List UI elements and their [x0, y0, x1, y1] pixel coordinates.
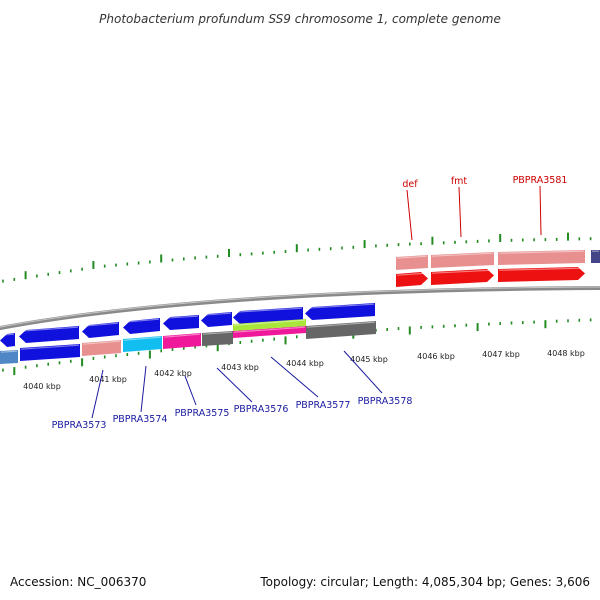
feature-shine: [306, 321, 376, 328]
gene-label-leader: [184, 375, 197, 406]
gene-label-leader: [216, 367, 253, 403]
feature-shine: [431, 252, 494, 257]
feature-shine: [396, 255, 428, 259]
kbp-label: 4040 kbp: [23, 382, 61, 391]
feature-steel-block: [0, 350, 18, 364]
gene-label-leader: [539, 185, 542, 236]
feature-shine: [498, 267, 585, 271]
kbp-label: 4042 kbp: [154, 369, 192, 378]
feature-def-upper: [396, 255, 428, 270]
feature-pbpra3575-block: [163, 333, 201, 349]
feature-blue-arrow-a: [0, 333, 15, 347]
gene-label-leader: [406, 189, 413, 241]
feature-blue-arrow-e: [163, 315, 199, 330]
feature-blue-arrow-c: [82, 322, 119, 338]
feature-shine: [19, 326, 79, 332]
gene-label-leader: [343, 350, 383, 394]
gene-label-leader: [91, 369, 104, 419]
chromosome-backbone-highlight: [0, 286, 600, 328]
map-title: Photobacterium profundum SS9 chromosome …: [99, 12, 501, 26]
feature-blue-arrow-f: [201, 312, 232, 327]
feature-shine: [233, 326, 306, 333]
feature-pbpra3573-block: [20, 344, 80, 361]
feature-blue-arrow-d: [123, 318, 160, 334]
gene-label-pbpra3578: PBPRA3578: [358, 396, 413, 407]
feature-shine: [123, 336, 162, 341]
feature-shine: [163, 315, 199, 319]
kbp-label: 4045 kbp: [350, 355, 388, 364]
lower-gene-labels: PBPRA3573 PBPRA3574 PBPRA3575 PBPRA3576 PBPR…: [52, 350, 413, 431]
kbp-label: 4043 kbp: [221, 363, 259, 372]
feature-fmt-arrow: [431, 269, 494, 285]
feature-shine: [233, 319, 306, 326]
feature-blue-arrow-b: [19, 326, 79, 343]
accession-text: Accession: NC_006370: [10, 575, 146, 589]
feature-shine: [498, 250, 585, 254]
gene-label-pbpra3574: PBPRA3574: [113, 414, 168, 425]
feature-shine: [123, 318, 160, 323]
gene-label-pbpra3576: PBPRA3576: [234, 404, 289, 415]
feature-blue-arrow-h: [305, 303, 375, 320]
feature-shine: [431, 269, 494, 274]
kbp-label: 4047 kbp: [482, 350, 520, 359]
gene-features: [0, 250, 600, 364]
feature-shine: [0, 350, 18, 353]
feature-shine: [163, 333, 201, 338]
feature-shine: [82, 322, 119, 327]
gene-label-pbpra3577: PBPRA3577: [296, 400, 351, 411]
kbp-scale-labels: 4040 kbp 4041 kbp 4042 kbp 4043 kbp 4044 kbp…: [23, 349, 585, 391]
feature-pbpra3577-magenta: [233, 326, 306, 338]
feature-shine: [233, 307, 303, 313]
feature-def-arrow: [396, 272, 428, 287]
upper-gene-labels: def fmt PBPRA3581: [402, 175, 568, 241]
feature-shine: [305, 303, 375, 309]
gene-label-leader: [458, 186, 462, 238]
feature-pbpra3574-block: [82, 340, 121, 356]
feature-shine: [202, 331, 233, 335]
feature-shine: [20, 344, 80, 350]
feature-pbpra3581-arrow: [498, 267, 585, 282]
kbp-label: 4044 kbp: [286, 359, 324, 368]
gene-label-pbpra3581: PBPRA3581: [513, 175, 568, 186]
feature-fmt-upper: [431, 252, 494, 268]
kbp-label: 4041 kbp: [89, 375, 127, 384]
gene-label-leader: [140, 365, 147, 413]
gene-label-def: def: [402, 179, 418, 190]
feature-shine: [201, 312, 232, 316]
gene-label-fmt: fmt: [451, 176, 468, 187]
feature-shine: [0, 333, 15, 336]
gene-label-pbpra3575: PBPRA3575: [175, 408, 230, 419]
feature-pbpra3578-block: [306, 321, 376, 339]
chromosome-backbone: [0, 286, 600, 331]
kbp-label: 4046 kbp: [417, 352, 455, 361]
genome-summary-text: Topology: circular; Length: 4,085,304 bp…: [259, 575, 590, 589]
kbp-label: 4048 kbp: [547, 349, 585, 358]
feature-cyan-block: [123, 336, 162, 352]
feature-pbpra3576-block: [202, 331, 233, 346]
feature-blue-arrow-g: [233, 307, 303, 324]
feature-pbpra3581-upper: [498, 250, 585, 265]
feature-shine: [396, 272, 428, 276]
feature-pbpra3577-lime: [233, 319, 306, 331]
gene-label-pbpra3573: PBPRA3573: [52, 420, 107, 431]
gene-label-leader: [270, 356, 319, 398]
outer-tick-marks: [2, 232, 592, 283]
feature-shine: [82, 340, 121, 345]
feature-offscreen-upper: [591, 250, 600, 263]
